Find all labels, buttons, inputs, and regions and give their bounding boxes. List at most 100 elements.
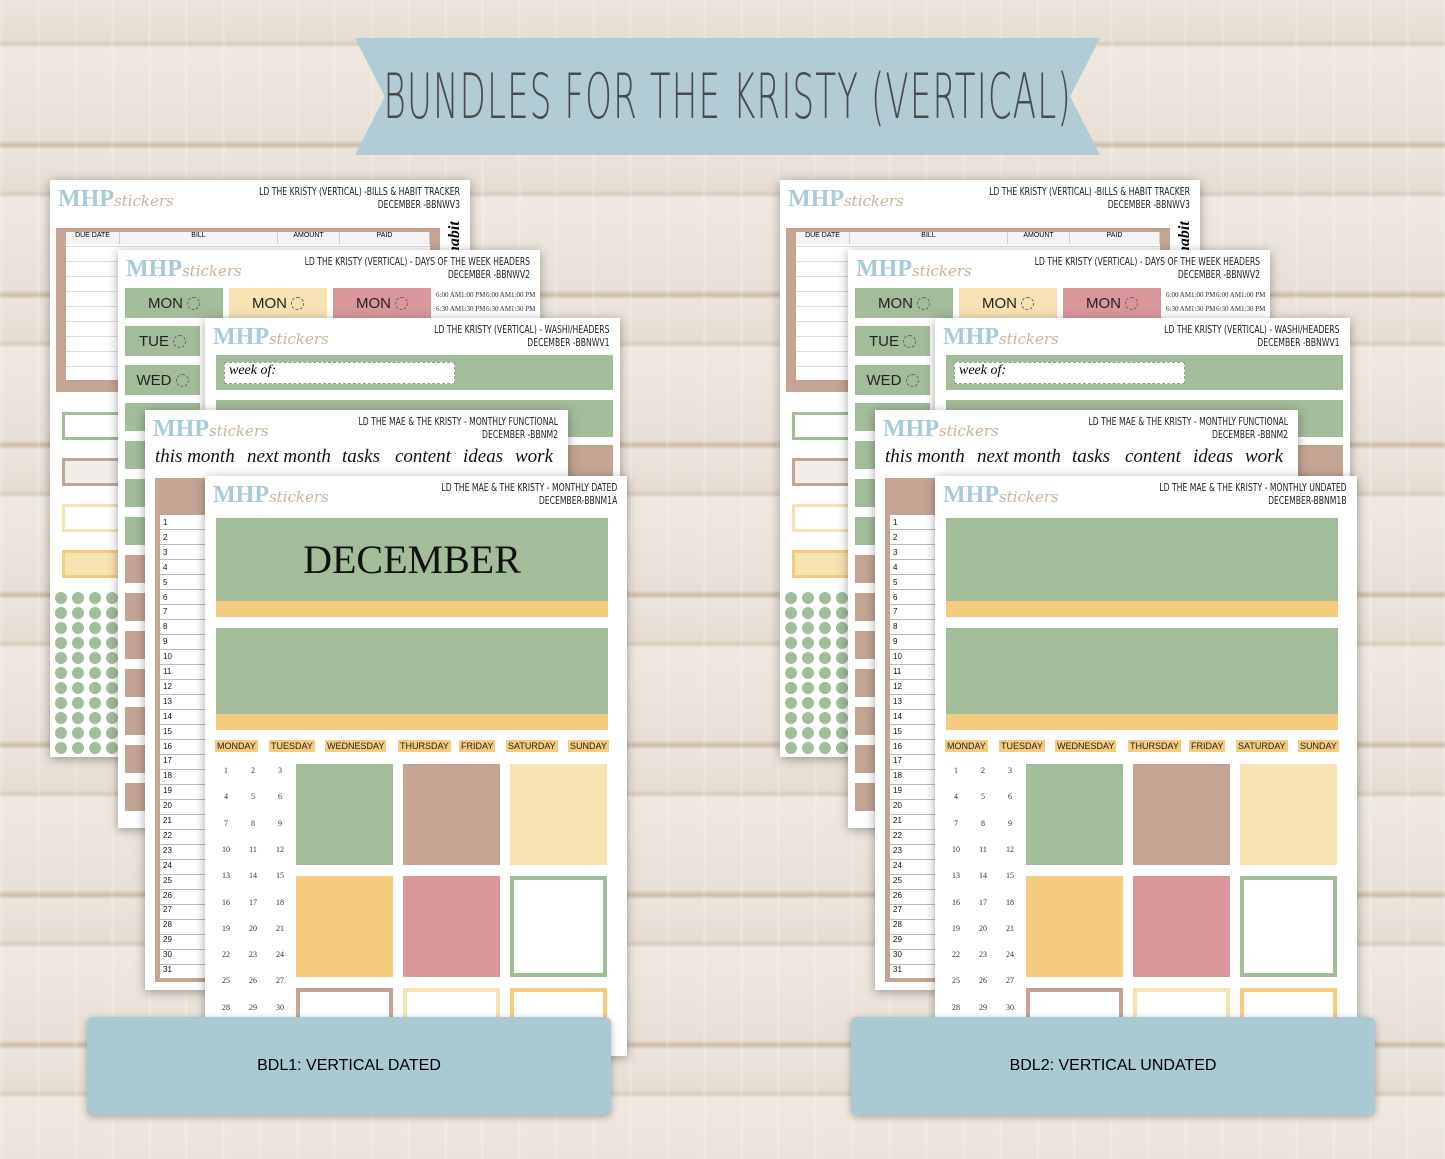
habit-dot [55, 712, 67, 724]
habit-dot [89, 637, 101, 649]
sheet-title: LD THE KRISTY (VERTICAL) - DAYS OF THE W… [1034, 255, 1260, 268]
mini-date: 15 [276, 871, 284, 881]
functional-word: next month [977, 446, 1061, 467]
sticker-box [1240, 876, 1337, 977]
logo-script: stickers [181, 262, 242, 280]
habit-dot [785, 592, 797, 604]
mini-date: 20 [249, 923, 257, 933]
sheet-title: LD THE KRISTY (VERTICAL) - WASHI/HEADERS [1164, 323, 1340, 336]
list-number: 9 [893, 637, 898, 647]
notes-box [946, 628, 1338, 714]
list-number: 28 [893, 920, 902, 930]
bundle-label-text: BDL1: VERTICAL DATED [257, 1057, 441, 1074]
functional-word: content [1125, 446, 1181, 467]
habit-dot [89, 622, 101, 634]
time-label: 1:00 PM [461, 291, 486, 299]
mini-date: 4 [224, 792, 228, 802]
list-number: 17 [893, 756, 902, 766]
mini-date: 3 [1008, 766, 1012, 775]
mini-date: 14 [249, 871, 257, 881]
bundle-label-text: BDL2: VERTICAL UNDATED [1009, 1057, 1217, 1074]
banner-title: BUNDLES FOR THE KRISTY (VERTICAL) [383, 60, 1072, 133]
month-name: DECEMBER [303, 537, 521, 582]
bills-column-header: DUE DATE [796, 232, 850, 244]
logo-brand: MHP [213, 482, 269, 508]
mini-date: 2 [981, 766, 985, 775]
mini-date: 12 [276, 844, 284, 854]
habit-dot [72, 697, 84, 709]
habit-dot [106, 712, 118, 724]
habit-dot [802, 712, 814, 724]
habit-dot [785, 682, 797, 694]
time-label: 1:30 PM [1241, 305, 1266, 313]
habit-dot [785, 637, 797, 649]
functional-word: work [515, 446, 553, 467]
sticker-box [510, 764, 607, 865]
habit-dot [72, 607, 84, 619]
list-number: 27 [893, 905, 902, 915]
mini-date: 15 [1006, 871, 1014, 881]
habit-dot [55, 637, 67, 649]
time-label: 6:30 AM [1216, 305, 1242, 313]
logo-script: stickers [998, 330, 1059, 348]
sticker-box [510, 876, 607, 977]
sheet-header: LD THE KRISTY (VERTICAL) - DAYS OF THE W… [305, 255, 530, 281]
habit-dot [802, 682, 814, 694]
yellow-strip [216, 714, 608, 730]
mini-date: 10 [222, 844, 230, 854]
day-chip-mon: MON [959, 288, 1057, 318]
logo-script: stickers [998, 488, 1059, 506]
list-number: 26 [163, 890, 172, 900]
mini-date: 18 [1006, 897, 1014, 907]
time-label: 1:30 PM [511, 305, 536, 313]
weekday-label: SUNDAY [568, 740, 609, 752]
sticker-box [296, 764, 393, 865]
logo: MHPstickers [788, 186, 904, 213]
sticker-box [1026, 876, 1123, 977]
list-number: 24 [163, 860, 172, 870]
habit-dot [802, 607, 814, 619]
habit-dot [106, 697, 118, 709]
habit-dot [55, 742, 67, 754]
mini-date: 8 [251, 818, 255, 828]
logo: MHPstickers [153, 416, 269, 443]
list-number: 22 [163, 830, 172, 840]
yellow-strip [216, 601, 608, 617]
logo: MHPstickers [943, 482, 1059, 509]
list-number: 4 [163, 562, 168, 572]
list-number: 14 [893, 711, 902, 721]
habit-dot [785, 667, 797, 679]
logo: MHPstickers [883, 416, 999, 443]
habit-dot [836, 712, 848, 724]
habit-dot [785, 622, 797, 634]
sheet-header: LD THE MAE & THE KRISTY - MONTHLY UNDATE… [1160, 481, 1347, 507]
list-number: 9 [163, 637, 168, 647]
functional-word: tasks [342, 446, 380, 467]
month-header-box [946, 518, 1338, 601]
sheet-code: DECEMBER-BBNM1B [1268, 494, 1347, 507]
sheet-header: LD THE MAE & THE KRISTY - MONTHLY FUNCTI… [358, 415, 558, 441]
list-number: 20 [163, 801, 172, 811]
list-number: 25 [893, 875, 902, 885]
functional-word: ideas [1193, 446, 1234, 467]
weekday-label: WEDNESDAY [1055, 740, 1117, 752]
habit-dot [106, 652, 118, 664]
habit-dot [802, 622, 814, 634]
mini-date: 5 [981, 792, 985, 802]
mini-date: 28 [952, 1002, 960, 1012]
habit-dot [836, 652, 848, 664]
mini-date: 8 [981, 818, 985, 828]
habit-dot [785, 607, 797, 619]
list-number: 31 [163, 965, 172, 974]
list-number: 30 [893, 950, 902, 960]
sheet-code: DECEMBER -BBNWV3 [377, 198, 460, 211]
list-number: 25 [163, 875, 172, 885]
habit-dot [836, 697, 848, 709]
sheet-code: DECEMBER-BBNM1A [538, 494, 617, 507]
habit-dot [89, 652, 101, 664]
list-number: 26 [893, 890, 902, 900]
habit-dot [802, 592, 814, 604]
monthly-calendar-sheet: MHPstickers LD THE MAE & THE KRISTY - MON… [935, 476, 1357, 1089]
sheet-title: LD THE MAE & THE KRISTY - MONTHLY FUNCTI… [1088, 415, 1288, 428]
logo: MHPstickers [58, 186, 174, 213]
